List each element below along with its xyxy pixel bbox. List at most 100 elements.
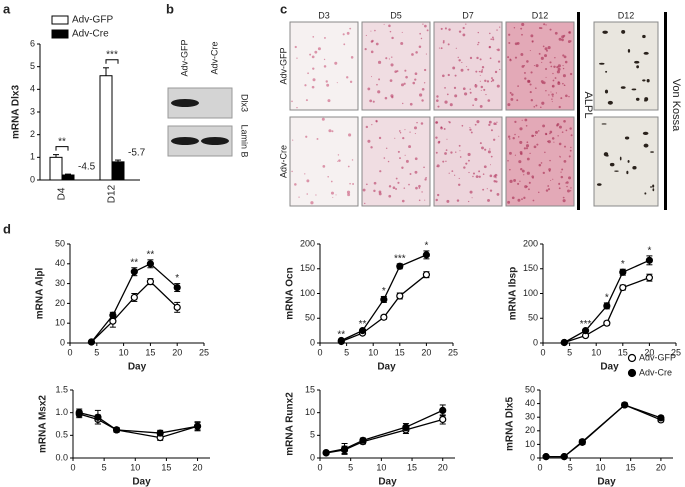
stain-speck xyxy=(468,171,470,174)
stain-speck xyxy=(387,160,390,163)
stain-speck xyxy=(535,87,537,89)
stain-speck xyxy=(402,136,405,140)
y-tick-label: 0 xyxy=(530,452,535,462)
stain-speck xyxy=(469,91,472,94)
stain-speck xyxy=(403,187,406,189)
stain-speck xyxy=(451,170,454,173)
stain-speck xyxy=(542,171,545,175)
stain-speck xyxy=(567,40,571,43)
stain-speck xyxy=(545,90,547,92)
stain-speck xyxy=(444,152,447,155)
stain-speck xyxy=(435,121,439,124)
data-point xyxy=(130,268,138,276)
data-point xyxy=(380,295,388,304)
stain-speck xyxy=(509,168,511,171)
stain-speck xyxy=(547,140,549,143)
panel-label: a xyxy=(3,1,11,16)
stain-speck xyxy=(370,40,373,43)
stain-speck xyxy=(523,71,526,74)
stain-speck xyxy=(493,138,496,141)
stain-speck xyxy=(479,58,482,61)
stain-speck xyxy=(385,147,388,150)
stain-speck xyxy=(326,83,330,87)
stain-speck xyxy=(475,175,479,179)
stain-speck xyxy=(547,185,550,187)
data-point xyxy=(75,409,83,417)
stain-speck xyxy=(568,155,571,158)
stain-speck xyxy=(531,40,534,43)
stain-speck xyxy=(557,81,561,86)
stain-speck xyxy=(391,56,393,58)
data-point xyxy=(87,338,96,346)
x-tick-label: 15 xyxy=(395,347,405,357)
stain-speck xyxy=(420,122,424,125)
stain-speck xyxy=(414,170,418,174)
stain-speck xyxy=(474,123,477,126)
stain-speck xyxy=(551,93,554,96)
stain-speck xyxy=(444,100,448,104)
stain-speck xyxy=(570,187,572,189)
stain-speck xyxy=(490,164,492,166)
stain-speck xyxy=(558,105,561,109)
stain-speck xyxy=(508,138,511,140)
x-tick-label: 0 xyxy=(317,462,322,472)
stain-speck xyxy=(296,106,298,109)
stain-speck xyxy=(478,175,481,178)
data-point xyxy=(603,319,611,327)
stain-speck xyxy=(467,68,470,71)
stain-speck xyxy=(480,70,483,73)
stain-speck xyxy=(365,125,369,129)
stain-speck xyxy=(436,166,438,168)
stain-speck xyxy=(532,199,535,202)
stain-speck xyxy=(483,165,487,169)
stain-speck xyxy=(476,120,480,124)
stain-speck xyxy=(497,48,500,52)
stain-speck xyxy=(342,33,345,36)
stain-speck xyxy=(521,169,525,173)
stain-speck xyxy=(475,86,477,88)
mineral-deposit xyxy=(605,70,608,73)
stain-speck xyxy=(562,74,566,78)
stain-speck xyxy=(472,175,474,178)
x-tick-label: 20 xyxy=(438,462,448,472)
stain-speck xyxy=(486,188,488,190)
y-tick-label: 15 xyxy=(305,384,315,394)
stain-speck xyxy=(458,59,461,62)
stain-speck xyxy=(446,138,448,140)
stain-speck xyxy=(314,50,318,54)
stain-speck xyxy=(459,156,462,158)
significance: * xyxy=(647,246,651,257)
x-tick-label: 20 xyxy=(193,462,203,472)
data-point xyxy=(337,336,345,345)
stain-speck xyxy=(394,70,397,73)
stain-speck xyxy=(482,188,485,191)
y-tick-label: 50 xyxy=(528,313,538,323)
stain-speck xyxy=(499,26,501,28)
stain-speck xyxy=(461,124,464,127)
stain-speck xyxy=(565,129,568,132)
stain-speck xyxy=(520,152,523,156)
stain-speck xyxy=(558,125,562,129)
legend-marker xyxy=(627,368,637,378)
stain-speck xyxy=(346,190,351,194)
stain-speck xyxy=(496,29,498,31)
stain-speck xyxy=(448,172,450,174)
data-point xyxy=(109,311,117,319)
x-tick-label: 10 xyxy=(376,462,386,472)
y-axis-label: mRNA Ocn xyxy=(285,267,296,319)
stain-speck xyxy=(552,178,554,180)
y-tick-label: 1 xyxy=(30,152,35,162)
stain-speck xyxy=(447,43,450,46)
y-axis-label: mRNA Ibsp xyxy=(508,267,519,321)
stain-speck xyxy=(491,78,495,82)
stain-speck xyxy=(416,121,418,124)
legend-marker xyxy=(627,353,637,363)
stain-speck xyxy=(555,92,557,94)
stain-speck xyxy=(370,76,372,78)
x-tick-label: D4 xyxy=(57,187,68,200)
stain-speck xyxy=(509,91,512,94)
stain-speck xyxy=(519,127,523,131)
stain-speck xyxy=(535,104,538,107)
panel-label: c xyxy=(280,1,287,16)
bar xyxy=(99,75,113,181)
